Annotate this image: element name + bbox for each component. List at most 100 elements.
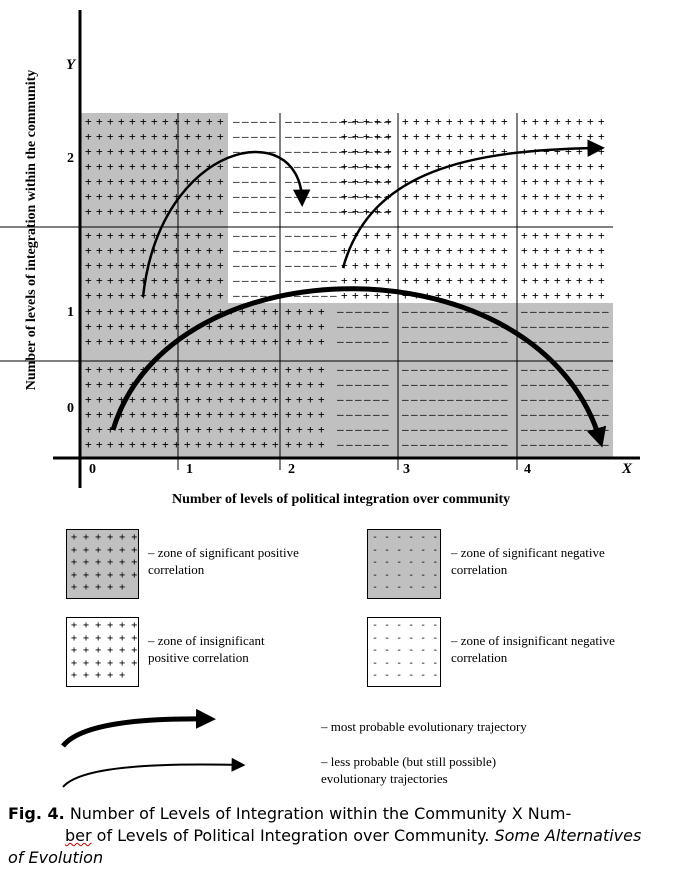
plus-mark: +: [206, 244, 213, 257]
plus-mark: +: [363, 289, 370, 302]
x-tick-2: 2: [288, 462, 295, 477]
minus-mark: –: [269, 244, 276, 257]
plus-mark: +: [446, 244, 453, 257]
plus-mark: +: [413, 145, 420, 158]
plus-mark: +: [107, 408, 114, 421]
minus-mark: –: [348, 115, 355, 128]
plus-mark: +: [532, 115, 539, 128]
plus-mark: +: [195, 259, 202, 272]
x-tick-3: 3: [403, 462, 410, 477]
plus-mark: +: [565, 289, 572, 302]
plus-mark: +: [296, 408, 303, 421]
plus-mark: +: [96, 130, 103, 143]
plus-mark: +: [96, 289, 103, 302]
plus-mark: +: [554, 274, 561, 287]
minus-mark: –: [492, 408, 499, 421]
minus-mark: –: [566, 408, 573, 421]
plus-mark: +: [162, 408, 169, 421]
plus-mark: +: [217, 305, 224, 318]
plus-mark: +: [565, 175, 572, 188]
minus-mark: –: [303, 115, 310, 128]
minus-mark: –: [456, 393, 463, 406]
plus-mark: +: [341, 160, 348, 173]
minus-mark: –: [364, 423, 371, 436]
plus-mark: +: [118, 259, 125, 272]
plus-mark: +: [129, 115, 136, 128]
plus-mark: +: [363, 259, 370, 272]
plus-mark: +: [272, 393, 279, 406]
plus-mark: +: [195, 423, 202, 436]
minus-mark: –: [346, 438, 353, 451]
minus-mark: –: [456, 335, 463, 348]
minus-mark: –: [584, 408, 591, 421]
plus-mark: +: [173, 438, 180, 451]
minus-mark: –: [539, 320, 546, 333]
plus-mark: +: [424, 115, 431, 128]
plus-mark: +: [173, 205, 180, 218]
plus-mark: +: [129, 289, 136, 302]
minus-mark: –: [330, 175, 337, 188]
minus-mark: –: [456, 423, 463, 436]
plus-mark: +: [107, 393, 114, 406]
plus-mark: +: [352, 145, 359, 158]
plus-mark: +: [107, 438, 114, 451]
plus-mark: +: [424, 160, 431, 173]
minus-mark: –: [285, 259, 292, 272]
minus-mark: –: [242, 130, 249, 143]
minus-mark: –: [339, 205, 346, 218]
plus-mark: +: [587, 175, 594, 188]
plus-mark: +: [217, 438, 224, 451]
plus-mark: +: [162, 229, 169, 242]
minus-mark: –: [346, 378, 353, 391]
plus-mark: +: [598, 205, 605, 218]
plus-mark: +: [402, 175, 409, 188]
plus-mark: +: [195, 175, 202, 188]
plus-mark: +: [195, 335, 202, 348]
y-tick-2: 2: [67, 151, 74, 166]
plus-mark: +: [457, 175, 464, 188]
minus-mark: –: [474, 423, 481, 436]
plus-mark: +: [468, 229, 475, 242]
plus-mark: +: [173, 320, 180, 333]
plus-mark: +: [543, 259, 550, 272]
plus-mark: +: [598, 274, 605, 287]
plus-mark: +: [129, 145, 136, 158]
minus-mark: –: [429, 363, 436, 376]
plus-mark: +: [490, 145, 497, 158]
minus-mark: –: [346, 305, 353, 318]
minus-mark: –: [411, 408, 418, 421]
plus-mark: +: [173, 160, 180, 173]
plus-mark: +: [543, 160, 550, 173]
plus-mark: +: [272, 335, 279, 348]
significant-zones: [81, 113, 613, 458]
plus-mark: +: [206, 229, 213, 242]
plus-mark: +: [239, 363, 246, 376]
minus-mark: –: [539, 438, 546, 451]
minus-mark: –: [456, 320, 463, 333]
minus-mark: –: [312, 274, 319, 287]
plus-mark: +: [162, 335, 169, 348]
plus-mark: +: [162, 145, 169, 158]
plus-mark: +: [250, 423, 257, 436]
plus-mark: +: [543, 289, 550, 302]
plus-mark: +: [532, 244, 539, 257]
minus-mark: –: [429, 378, 436, 391]
plus-mark: +: [307, 320, 314, 333]
plus-mark: +: [468, 289, 475, 302]
plus-mark: +: [173, 259, 180, 272]
plus-mark: +: [479, 190, 486, 203]
plus-mark: +: [206, 363, 213, 376]
plus-mark: +: [402, 229, 409, 242]
minus-mark: –: [483, 335, 490, 348]
minus-mark: –: [402, 320, 409, 333]
legend-swatch-insignificant-positive: + + + + + + + + + + + + + + + + + + + + …: [66, 617, 139, 687]
plus-mark: +: [352, 160, 359, 173]
plus-mark: +: [468, 190, 475, 203]
plus-mark: +: [107, 335, 114, 348]
minus-mark: –: [429, 305, 436, 318]
plus-mark: +: [296, 335, 303, 348]
minus-mark: –: [312, 229, 319, 242]
plus-mark: +: [501, 145, 508, 158]
plus-mark: +: [151, 205, 158, 218]
minus-mark: –: [456, 438, 463, 451]
